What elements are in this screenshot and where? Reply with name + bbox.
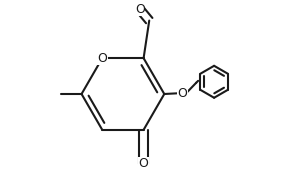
Text: O: O xyxy=(97,52,107,65)
Text: O: O xyxy=(177,86,187,100)
Text: O: O xyxy=(139,157,148,170)
Text: O: O xyxy=(135,3,145,16)
